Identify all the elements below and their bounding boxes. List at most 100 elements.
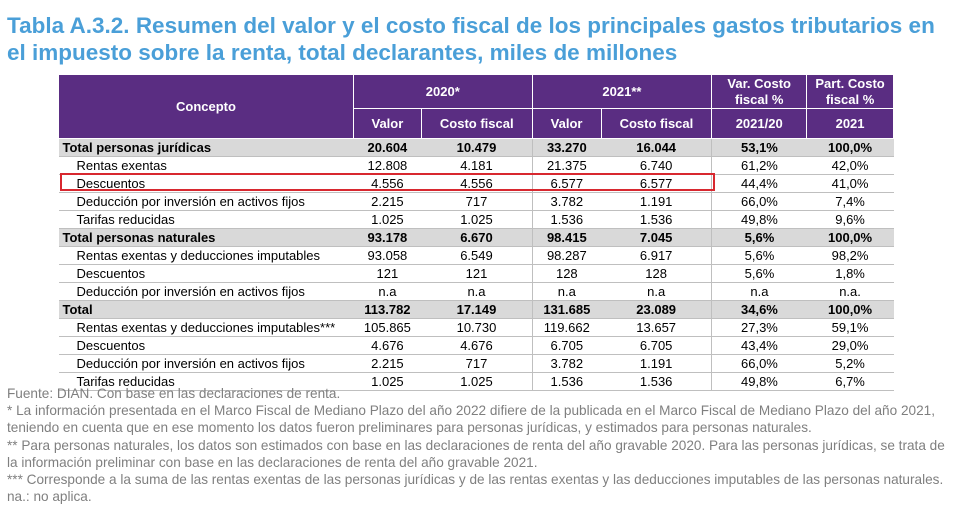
- header-2020: 2020*: [352, 74, 533, 109]
- cell-var: n.a: [711, 282, 807, 301]
- cell-part: 9,6%: [806, 210, 894, 229]
- header-var: Var. Costo fiscal %: [711, 74, 808, 109]
- cell-v2020: 2.215: [353, 354, 422, 373]
- row-label: Deducción por inversión en activos fijos: [58, 192, 354, 211]
- cell-v2021: 6.577: [531, 174, 602, 193]
- cell-var: 34,6%: [711, 300, 807, 319]
- cell-v2020: 4.556: [353, 174, 422, 193]
- row-label: Total personas naturales: [58, 228, 354, 247]
- cell-v2021: 128: [531, 264, 602, 283]
- header-valor-2021: Valor: [531, 108, 602, 139]
- table-row: Tarifas reducidas 1.025 1.025 1.536 1.536 49,…: [58, 210, 894, 229]
- cell-c2020: 10.730: [421, 318, 533, 337]
- row-label: Descuentos: [58, 336, 354, 355]
- cell-c2021: 1.191: [601, 354, 712, 373]
- cell-var: 5,6%: [711, 246, 807, 265]
- header-2021: 2021**: [531, 74, 713, 109]
- table-code: Tabla A.3.2.: [7, 13, 130, 38]
- cell-c2020: 6.670: [421, 228, 533, 247]
- footnote: ** Para personas naturales, los datos so…: [7, 437, 945, 470]
- table-row: Deducción por inversión en activos fijos…: [58, 282, 894, 301]
- cell-v2020: 93.058: [353, 246, 422, 265]
- cell-c2021: 13.657: [601, 318, 712, 337]
- cell-var: 53,1%: [711, 138, 807, 157]
- cell-v2021: 98.287: [531, 246, 602, 265]
- cell-v2020: 20.604: [353, 138, 422, 157]
- row-label: Descuentos: [58, 174, 354, 193]
- cell-c2021: 23.089: [601, 300, 712, 319]
- cell-var: 66,0%: [711, 354, 807, 373]
- cell-part: 42,0%: [806, 156, 894, 175]
- cell-v2020: 121: [353, 264, 422, 283]
- cell-v2021: 1.536: [531, 210, 602, 229]
- cell-c2021: 6.740: [601, 156, 712, 175]
- cell-v2021: 3.782: [531, 354, 602, 373]
- tax-expenditure-table: Concepto 2020* 2021** Var. Costo fiscal …: [58, 74, 894, 391]
- table-row: Tarifas reducidas 1.025 1.025 1.536 1.536 49,…: [58, 372, 894, 391]
- table-row-total: Total personas naturales 93.178 6.670 98.41…: [58, 228, 894, 247]
- cell-v2020: 12.808: [353, 156, 422, 175]
- header-part-year: 2021: [806, 108, 894, 139]
- cell-var: 5,6%: [711, 264, 807, 283]
- table-row-total: Total 113.782 17.149 131.685 23.089 34,6% 100,…: [58, 300, 894, 319]
- cell-c2020: 4.556: [421, 174, 533, 193]
- cell-c2020: 4.676: [421, 336, 533, 355]
- cell-c2020: 10.479: [421, 138, 533, 157]
- cell-v2020: 4.676: [353, 336, 422, 355]
- table-row: Rentas exentas 12.808 4.181 21.375 6.740 61,2…: [58, 156, 894, 175]
- cell-part: 100,0%: [806, 300, 894, 319]
- row-label: Tarifas reducidas: [58, 372, 354, 391]
- cell-v2021: 6.705: [531, 336, 602, 355]
- cell-c2020: 17.149: [421, 300, 533, 319]
- header-part: Part. Costo fiscal %: [806, 74, 894, 109]
- cell-c2021: 1.536: [601, 210, 712, 229]
- footnote: * La información presentada en el Marco …: [7, 403, 935, 436]
- cell-c2021: 16.044: [601, 138, 712, 157]
- cell-part: 41,0%: [806, 174, 894, 193]
- header-var-year: 2021/20: [711, 108, 808, 139]
- cell-c2020: 1.025: [421, 372, 533, 391]
- table-row: Deducción por inversión en activos fijos…: [58, 354, 894, 373]
- cell-var: 5,6%: [711, 228, 807, 247]
- cell-part: 100,0%: [806, 138, 894, 157]
- cell-v2020: n.a: [353, 282, 422, 301]
- cell-part: 98,2%: [806, 246, 894, 265]
- cell-c2021: 128: [601, 264, 712, 283]
- cell-c2020: n.a: [421, 282, 533, 301]
- row-label: Rentas exentas y deducciones imputables*…: [58, 318, 354, 337]
- cell-v2020: 2.215: [353, 192, 422, 211]
- table-title: Tabla A.3.2. Resumen del valor y el cost…: [7, 12, 957, 66]
- row-label: Descuentos: [58, 264, 354, 283]
- row-label: Deducción por inversión en activos fijos: [58, 354, 354, 373]
- row-label: Total: [58, 300, 354, 319]
- header-valor-2020: Valor: [352, 108, 422, 139]
- cell-var: 66,0%: [711, 192, 807, 211]
- header-concepto: Concepto: [58, 74, 354, 139]
- row-label: Total personas jurídicas: [58, 138, 354, 157]
- cell-v2021: 1.536: [531, 372, 602, 391]
- cell-part: 6,7%: [806, 372, 894, 391]
- cell-c2021: 6.917: [601, 246, 712, 265]
- row-label: Rentas exentas y deducciones imputables: [58, 246, 354, 265]
- cell-c2021: 1.536: [601, 372, 712, 391]
- cell-v2020: 93.178: [353, 228, 422, 247]
- row-label: Rentas exentas: [58, 156, 354, 175]
- table-row: Rentas exentas y deducciones imputables 9…: [58, 246, 894, 265]
- cell-v2020: 105.865: [353, 318, 422, 337]
- cell-var: 49,8%: [711, 372, 807, 391]
- cell-c2021: 6.577: [601, 174, 712, 193]
- cell-v2020: 1.025: [353, 372, 422, 391]
- footnote: Fuente: DIAN. Con base en las declaracio…: [7, 386, 341, 401]
- cell-v2021: 21.375: [531, 156, 602, 175]
- cell-var: 49,8%: [711, 210, 807, 229]
- table-row: Rentas exentas y deducciones imputables*…: [58, 318, 894, 337]
- row-label: Tarifas reducidas: [58, 210, 354, 229]
- cell-v2020: 1.025: [353, 210, 422, 229]
- cell-part: 29,0%: [806, 336, 894, 355]
- cell-var: 43,4%: [711, 336, 807, 355]
- header-costo-2020: Costo fiscal: [420, 108, 533, 139]
- cell-v2021: 33.270: [531, 138, 602, 157]
- cell-var: 27,3%: [711, 318, 807, 337]
- cell-v2021: 131.685: [531, 300, 602, 319]
- cell-c2020: 717: [421, 354, 533, 373]
